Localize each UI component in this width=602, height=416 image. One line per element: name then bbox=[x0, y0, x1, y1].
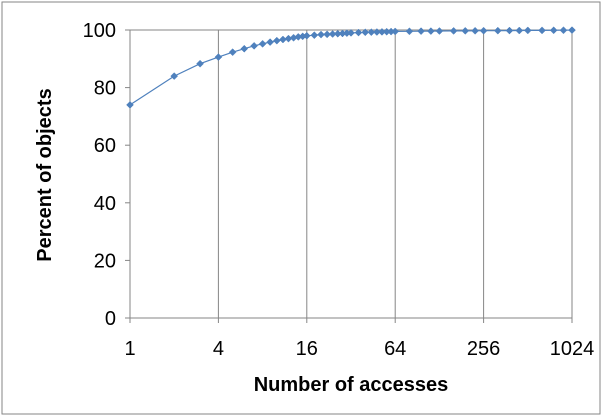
data-point-marker bbox=[435, 27, 444, 35]
x-tick-label: 64 bbox=[384, 338, 406, 360]
data-point-marker bbox=[493, 26, 502, 35]
data-point-marker bbox=[391, 27, 400, 36]
x-tick-label: 16 bbox=[296, 338, 318, 360]
data-point-marker bbox=[427, 27, 435, 35]
data-point-marker bbox=[538, 26, 546, 35]
x-tick-label: 256 bbox=[467, 338, 500, 360]
data-point-marker bbox=[323, 30, 331, 39]
data-point-marker bbox=[250, 41, 258, 50]
data-point-marker bbox=[479, 26, 488, 35]
data-point-marker bbox=[449, 27, 458, 35]
data-point-marker bbox=[515, 26, 524, 35]
data-point-marker bbox=[417, 27, 425, 36]
y-tick-label: 80 bbox=[94, 78, 116, 100]
x-tick-label: 4 bbox=[213, 338, 224, 360]
data-point-marker bbox=[214, 53, 223, 61]
data-point-marker bbox=[196, 59, 204, 68]
data-point-marker bbox=[266, 38, 274, 46]
y-tick-label: 0 bbox=[105, 308, 116, 330]
data-point-marker bbox=[347, 29, 355, 37]
axes bbox=[125, 29, 573, 323]
data-point-marker bbox=[354, 28, 363, 37]
data-point-marker bbox=[461, 27, 470, 35]
data-point-marker bbox=[310, 31, 319, 40]
tick-labels: 0 20 40 60 80 100 1 4 16 64 256 1024 bbox=[83, 20, 595, 360]
data-point-marker bbox=[549, 26, 558, 35]
data-point-marker bbox=[258, 39, 267, 48]
data-point-marker bbox=[361, 28, 370, 37]
data-point-marker bbox=[471, 26, 479, 35]
data-point-marker bbox=[559, 26, 568, 35]
y-tick-label: 100 bbox=[83, 20, 116, 42]
series-layer bbox=[126, 26, 576, 109]
data-point-marker bbox=[505, 26, 514, 35]
x-axis-title: Number of accesses bbox=[254, 374, 449, 396]
data-point-marker bbox=[568, 26, 576, 34]
data-point-marker bbox=[126, 101, 134, 109]
y-axis-title: Percent of objects bbox=[34, 88, 56, 261]
data-point-marker bbox=[228, 48, 237, 57]
y-tick-label: 40 bbox=[94, 193, 116, 215]
data-point-marker bbox=[523, 26, 532, 35]
x-tick-label: 1 bbox=[124, 338, 135, 360]
data-point-marker bbox=[317, 30, 325, 39]
data-point-marker bbox=[170, 72, 179, 80]
y-tick-label: 60 bbox=[94, 135, 116, 157]
y-tick-label: 20 bbox=[94, 250, 116, 272]
data-point-marker bbox=[302, 31, 311, 40]
data-point-marker bbox=[240, 44, 249, 53]
data-point-marker bbox=[367, 28, 376, 37]
data-point-marker bbox=[405, 27, 414, 36]
x-tick-label: 1024 bbox=[550, 338, 595, 360]
